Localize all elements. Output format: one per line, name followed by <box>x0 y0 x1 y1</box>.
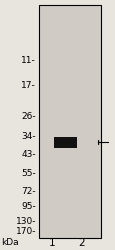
Text: 130-: 130- <box>15 217 36 226</box>
Text: 55-: 55- <box>21 168 36 177</box>
Bar <box>54 137 76 148</box>
Text: kDa: kDa <box>1 238 19 247</box>
Text: 43-: 43- <box>21 150 36 159</box>
Text: 95-: 95- <box>21 202 36 211</box>
Text: 11-: 11- <box>21 56 36 65</box>
Text: 2: 2 <box>77 238 84 248</box>
Text: 17-: 17- <box>21 80 36 90</box>
Text: 72-: 72- <box>21 187 36 196</box>
Text: 1: 1 <box>48 238 55 248</box>
Bar <box>39 5 100 238</box>
Text: 170-: 170- <box>15 227 36 236</box>
Text: 26-: 26- <box>21 112 36 121</box>
Text: 34-: 34- <box>21 132 36 141</box>
